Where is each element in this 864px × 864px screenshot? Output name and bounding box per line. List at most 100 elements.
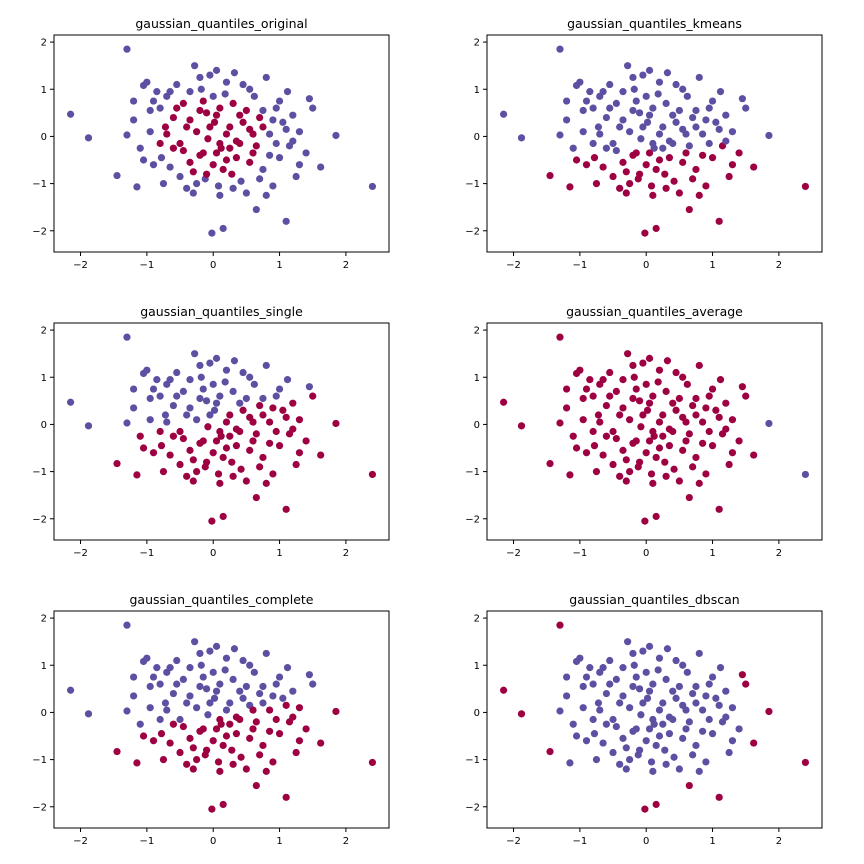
data-point	[654, 666, 662, 674]
data-point	[662, 760, 670, 768]
data-point	[130, 673, 138, 681]
data-point	[619, 404, 627, 412]
data-point	[632, 673, 640, 681]
y-tick-label: 1	[474, 85, 480, 96]
data-point	[146, 704, 154, 712]
data-point	[183, 699, 191, 707]
data-point	[647, 758, 656, 766]
data-point	[702, 470, 710, 478]
data-point	[566, 471, 574, 479]
data-point	[189, 189, 197, 197]
data-point	[249, 130, 257, 138]
x-tick-label: −2	[506, 836, 521, 847]
data-point	[649, 715, 657, 724]
data-point	[210, 406, 219, 414]
data-point	[572, 156, 581, 164]
data-point	[801, 470, 810, 479]
data-point	[265, 439, 274, 447]
data-point	[196, 73, 204, 82]
data-point	[176, 460, 184, 469]
data-point	[249, 149, 257, 157]
data-point	[183, 184, 191, 192]
data-point	[675, 394, 683, 403]
data-point	[659, 144, 667, 152]
y-tick-label: 1	[41, 85, 47, 96]
data-point	[715, 217, 723, 225]
data-point	[295, 128, 304, 136]
data-point	[725, 460, 733, 469]
data-point	[139, 732, 148, 740]
data-point	[295, 161, 304, 169]
data-point	[692, 411, 700, 419]
x-tick-label: −2	[506, 548, 521, 559]
data-point	[229, 387, 237, 396]
data-point	[209, 161, 217, 169]
data-point	[157, 442, 166, 450]
x-tick-label: 1	[276, 260, 282, 271]
data-point	[252, 781, 260, 790]
data-point	[622, 456, 630, 464]
data-point	[256, 751, 264, 759]
data-point	[645, 66, 654, 74]
data-point	[279, 118, 287, 126]
data-point	[262, 73, 270, 82]
y-tick-label: 0	[474, 132, 480, 143]
data-point	[655, 78, 664, 86]
data-point	[259, 682, 267, 691]
data-point	[173, 656, 181, 665]
data-point	[265, 418, 274, 426]
data-point	[179, 146, 187, 155]
data-point	[579, 128, 587, 136]
data-point	[252, 430, 260, 438]
data-point	[517, 134, 526, 142]
data-point	[641, 805, 649, 813]
data-point	[708, 385, 717, 393]
data-point	[589, 392, 597, 400]
data-point	[113, 747, 121, 756]
data-point	[136, 144, 144, 152]
y-tick-label: 0	[41, 708, 47, 719]
data-point	[616, 123, 624, 131]
data-point	[606, 368, 614, 377]
data-point	[250, 92, 258, 100]
data-point	[645, 399, 654, 407]
data-point	[639, 123, 647, 131]
data-point	[214, 182, 223, 190]
data-point	[594, 699, 603, 707]
data-point	[149, 161, 158, 169]
data-point	[705, 427, 713, 436]
data-point	[661, 458, 669, 466]
data-point	[226, 123, 234, 131]
data-point	[679, 373, 687, 381]
data-point	[265, 151, 274, 159]
data-point	[113, 171, 121, 180]
data-point	[252, 205, 260, 214]
data-point	[679, 158, 687, 166]
data-point	[563, 692, 571, 700]
data-point	[592, 467, 601, 476]
data-point	[212, 725, 221, 733]
y-tick-label: 2	[41, 326, 47, 337]
data-point	[146, 682, 154, 691]
data-point	[283, 664, 292, 672]
data-point	[645, 354, 654, 362]
data-point	[672, 656, 680, 665]
data-point	[149, 449, 158, 457]
data-point	[204, 135, 212, 143]
data-point	[202, 746, 211, 754]
data-point	[596, 706, 604, 714]
data-point	[619, 88, 627, 96]
data-point	[665, 730, 674, 738]
data-point	[606, 680, 614, 688]
data-point	[659, 432, 667, 440]
data-point	[183, 123, 191, 131]
data-point	[246, 446, 254, 454]
data-point	[208, 229, 216, 237]
chart-title: gaussian_quantiles_kmeans	[567, 16, 742, 31]
data-point	[269, 404, 277, 412]
data-point	[226, 720, 234, 728]
data-point	[616, 411, 624, 419]
data-point	[237, 753, 245, 761]
data-point	[563, 673, 571, 681]
data-point	[566, 759, 574, 767]
